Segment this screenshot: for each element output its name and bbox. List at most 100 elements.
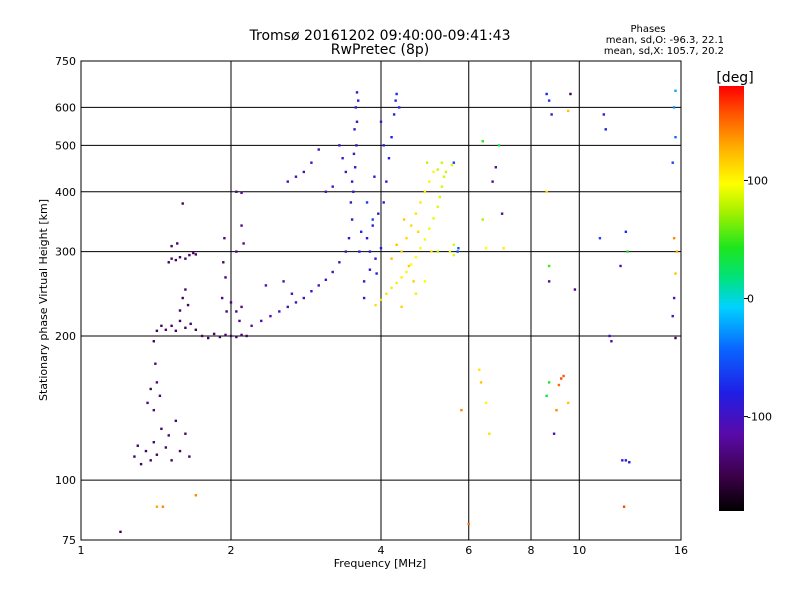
data-point (341, 157, 344, 160)
data-point (188, 253, 191, 257)
data-point (622, 505, 626, 508)
data-point (488, 432, 491, 435)
data-point (264, 284, 268, 287)
data-point (412, 280, 415, 283)
data-point (317, 284, 320, 287)
data-point (414, 212, 418, 215)
data-point (240, 333, 243, 337)
data-point (390, 135, 393, 139)
y-tick-label: 75 (62, 534, 76, 547)
data-point (419, 201, 422, 204)
data-point (371, 224, 374, 227)
data-point (444, 170, 448, 174)
colorbar (719, 86, 744, 511)
data-point (235, 250, 238, 253)
data-point (602, 113, 606, 116)
data-points (119, 89, 679, 534)
data-point (371, 218, 374, 221)
data-point (400, 250, 403, 253)
data-point (481, 218, 484, 221)
data-point (428, 227, 431, 230)
data-point (423, 280, 427, 283)
data-point (436, 168, 439, 171)
data-point (390, 257, 393, 260)
data-point (610, 340, 613, 343)
data-point (347, 236, 351, 240)
data-point (139, 462, 143, 466)
data-point (149, 459, 152, 462)
y-tick-label: 750 (55, 55, 76, 68)
data-point (355, 144, 358, 147)
data-point (397, 106, 401, 109)
data-point (400, 305, 403, 309)
data-point (452, 161, 456, 164)
data-point (238, 319, 241, 323)
data-point (355, 120, 359, 123)
data-point (368, 250, 372, 253)
data-point (235, 335, 238, 339)
data-point (428, 180, 431, 183)
data-point (674, 89, 677, 92)
data-point (452, 253, 456, 257)
data-point (491, 180, 494, 183)
x-axis-label: Frequency [MHz] (334, 557, 426, 570)
data-point (448, 250, 452, 253)
data-point (385, 292, 388, 295)
data-point (365, 236, 369, 240)
colorbar-tick-label: 100 (747, 174, 768, 187)
data-point (225, 310, 228, 313)
data-point (240, 305, 243, 309)
data-point (235, 190, 238, 193)
data-point (359, 230, 363, 233)
data-point (452, 243, 456, 246)
data-point (373, 175, 376, 178)
data-point (200, 334, 204, 338)
x-tick-label: 10 (572, 544, 586, 557)
data-point (218, 335, 222, 339)
data-point (423, 238, 427, 241)
data-point (290, 292, 294, 295)
data-point (310, 290, 313, 293)
data-point (457, 246, 460, 250)
data-point (671, 161, 674, 164)
data-point (235, 310, 238, 313)
data-point (395, 92, 398, 96)
data-point (170, 244, 173, 248)
data-point (353, 166, 357, 169)
data-point (456, 250, 459, 253)
data-point (500, 212, 504, 215)
data-point (302, 170, 306, 174)
data-point (167, 434, 170, 437)
data-point (416, 230, 420, 233)
data-point (260, 319, 263, 323)
data-point (390, 286, 393, 290)
data-point (481, 140, 484, 143)
y-tick-label: 100 (55, 474, 76, 487)
data-point (395, 243, 398, 246)
data-point (377, 212, 380, 215)
data-point (460, 408, 463, 412)
data-point (158, 394, 162, 398)
data-point (324, 278, 328, 281)
data-point (387, 157, 391, 160)
data-point (675, 250, 679, 253)
data-point (385, 180, 388, 183)
data-point (170, 324, 173, 328)
chart-title: Tromsø 20161202 09:40:00-09:41:43 (249, 28, 511, 44)
data-point (160, 427, 163, 431)
data-point (338, 261, 341, 264)
y-tick-label: 400 (55, 186, 76, 199)
data-point (240, 224, 243, 227)
data-point (164, 328, 168, 332)
data-point (188, 455, 191, 458)
data-point (619, 264, 622, 268)
data-point (344, 170, 348, 174)
data-point (184, 257, 187, 260)
y-axis-label: Stationary phase Virtual Height [km] (37, 199, 50, 401)
data-point (174, 419, 178, 423)
data-point (410, 224, 413, 227)
data-point (144, 449, 148, 453)
data-point (224, 276, 227, 279)
y-tick-label: 200 (55, 330, 76, 343)
x-tick-label: 6 (465, 544, 472, 557)
